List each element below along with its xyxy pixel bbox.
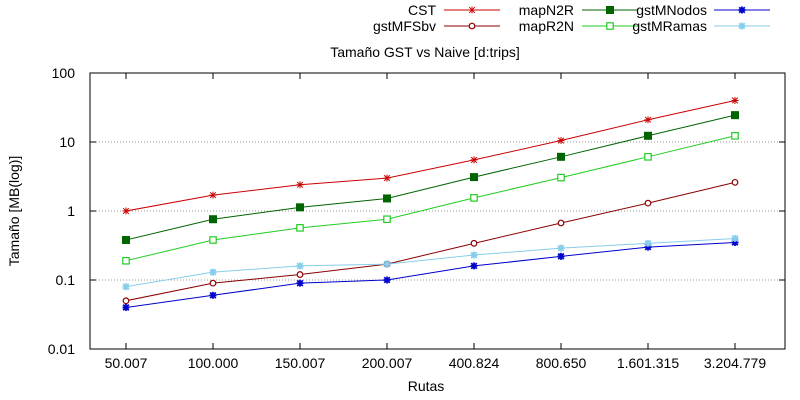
data-point-gstmfsbv (470, 239, 478, 247)
data-point-cst (296, 181, 304, 189)
legend-marker (738, 6, 746, 14)
x-axis-label: Rutas (408, 378, 445, 394)
data-point-gstmfsbv (644, 199, 652, 207)
y-tick-label: 10 (59, 134, 75, 150)
legend-marker (738, 22, 746, 30)
legend-marker (606, 6, 614, 14)
series-mapr2n (122, 131, 739, 265)
y-axis-label: Tamaño [MB(log)] (6, 156, 22, 266)
legend-item-cst: CST (408, 2, 500, 18)
x-tick-label: 200.007 (362, 355, 413, 371)
legend-marker (468, 22, 476, 30)
data-point-gstmfsbv (296, 271, 304, 278)
data-point-mapr2n (383, 215, 391, 224)
x-axis: 50.007 100.000 150.007 200.007 400.824 800.65… (105, 73, 766, 371)
data-point-gstmramas (731, 234, 739, 242)
data-point-gstmfsbv (209, 279, 217, 287)
data-point-gstmfsbv (122, 297, 130, 305)
series-cst (122, 96, 739, 215)
data-point-gstmfsbv (731, 178, 739, 186)
x-tick-label: 150.007 (275, 355, 326, 371)
data-point-mapr2n (122, 256, 130, 265)
series-line-cst (125, 99, 736, 212)
series-line-gstmfsbv (125, 181, 736, 302)
legend-label: gstMNodos (636, 2, 707, 18)
chart-title: Tamaño GST vs Naive [d:trips] (330, 44, 520, 60)
data-point-gstmramas (209, 268, 217, 276)
data-point-gstmfsbv (557, 219, 565, 227)
y-tick-label: 0.1 (56, 272, 76, 288)
data-point-mapn2r (209, 215, 217, 224)
data-point-gstmramas (122, 283, 130, 291)
data-point-cst (731, 96, 739, 104)
y-tick-label: 0.01 (48, 341, 75, 357)
data-point-mapn2r (731, 111, 739, 120)
series-layer (122, 96, 739, 311)
data-point-gstmnodos (122, 303, 130, 311)
data-point-gstmnodos (470, 262, 478, 270)
y-axis: 0.01 0.1 1 10 100 (48, 65, 785, 357)
data-point-mapn2r (470, 173, 478, 182)
legend-item-gstmfsbv: gstMFSbv (373, 18, 500, 34)
data-point-mapn2r (644, 131, 652, 140)
x-tick-label: 1.601.315 (617, 355, 679, 371)
plot-area-border (89, 72, 786, 350)
legend-item-gstmnodos: gstMNodos (636, 2, 770, 18)
legend-item-mapn2r: mapN2R (519, 2, 638, 18)
legend-marker (606, 22, 614, 30)
data-point-cst (209, 191, 217, 199)
legend-label: gstMFSbv (373, 18, 436, 34)
series-mapn2r (122, 111, 739, 244)
data-point-cst (644, 116, 652, 124)
data-point-gstmramas (296, 262, 304, 270)
data-point-cst (557, 137, 565, 145)
data-point-mapr2n (644, 153, 652, 161)
x-tick-label: 100.000 (188, 355, 239, 371)
data-point-mapr2n (470, 194, 478, 202)
legend-item-gstmramas: gstMRamas (632, 18, 770, 34)
data-point-gstmnodos (383, 276, 391, 284)
data-point-gstmramas (383, 260, 391, 268)
legend-label: mapN2R (519, 2, 574, 18)
data-point-mapn2r (557, 152, 565, 161)
data-point-mapr2n (731, 131, 739, 140)
data-point-cst (470, 156, 478, 164)
x-tick-label: 3.204.779 (704, 355, 766, 371)
data-point-gstmnodos (296, 279, 304, 287)
legend-label: gstMRamas (632, 18, 707, 34)
x-tick-label: 50.007 (105, 355, 148, 371)
data-point-gstmramas (557, 244, 565, 252)
data-point-mapr2n (296, 224, 304, 232)
data-point-gstmnodos (209, 291, 217, 299)
y-tick-label: 1 (67, 203, 75, 219)
data-point-cst (383, 174, 391, 182)
series-gstmramas (122, 234, 739, 291)
grid (90, 141, 785, 281)
data-point-mapr2n (557, 173, 565, 182)
data-point-mapn2r (383, 194, 391, 203)
data-point-gstmramas (470, 251, 478, 259)
series-line-mapn2r (125, 114, 736, 241)
x-tick-label: 800.650 (536, 355, 587, 371)
series-gstmfsbv (122, 178, 739, 305)
series-line-gstmramas (125, 237, 736, 288)
y-tick-label: 100 (52, 65, 76, 81)
data-point-mapr2n (209, 236, 217, 244)
data-point-mapn2r (122, 235, 130, 244)
legend-label: CST (408, 2, 436, 18)
x-tick-label: 400.824 (449, 355, 500, 371)
legend-label: mapR2N (519, 18, 574, 34)
data-point-gstmnodos (557, 252, 565, 260)
data-point-cst (122, 207, 130, 215)
series-line-gstmnodos (125, 241, 736, 308)
legend-item-mapr2n: mapR2N (519, 18, 638, 34)
data-point-gstmramas (644, 239, 652, 247)
series-line-mapr2n (125, 135, 736, 262)
legend-marker (468, 6, 476, 14)
data-point-mapn2r (296, 203, 304, 212)
